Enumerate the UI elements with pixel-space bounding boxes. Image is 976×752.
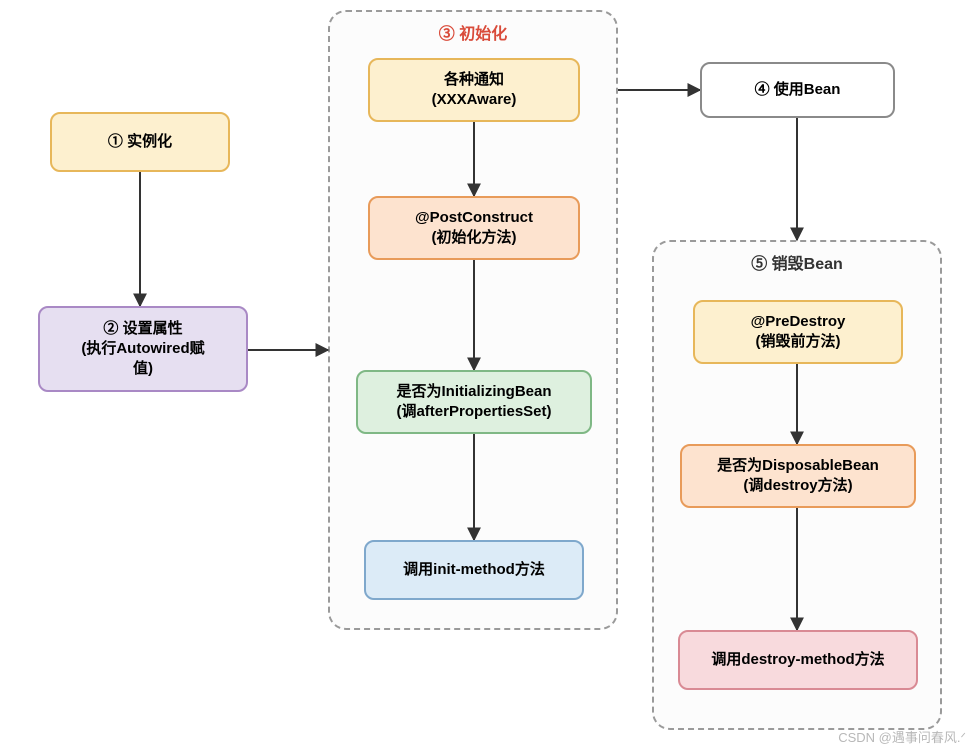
group-destroy-title: ⑤ 销毁Bean [654,250,940,274]
watermark: CSDN @遇事问春风.ᐟ [838,727,966,746]
node-label: (调afterPropertiesSet) [396,402,551,422]
node-label: 调用destroy-method方法 [711,650,884,670]
node-destroy-method: 调用destroy-method方法 [678,630,918,690]
node-postconstruct: @PostConstruct (初始化方法) [368,196,580,260]
node-label: 是否为DisposableBean [717,456,879,476]
node-predestroy: @PreDestroy (销毁前方法) [693,300,903,364]
group-destroy-title-text: 销毁Bean [772,256,843,273]
node-set-properties: ② 设置属性 (执行Autowired赋 值) [38,306,248,392]
node-initializingbean: 是否为InitializingBean (调afterPropertiesSet… [356,370,592,434]
node-use-bean: ④ 使用Bean [700,62,895,118]
group-init-title: ③ 初始化 [330,20,616,44]
node-label: (执行Autowired赋 [81,339,204,359]
node-disposablebean: 是否为DisposableBean (调destroy方法) [680,444,916,508]
node-label: 各种通知 [444,70,504,90]
group-init-title-text: 初始化 [459,26,507,43]
node-label: @PostConstruct [415,208,533,228]
node-label: @PreDestroy [751,312,846,332]
node-init-method: 调用init-method方法 [364,540,584,600]
node-label: (XXXAware) [432,90,517,110]
node-instantiate: ① 实例化 [50,112,230,172]
node-label: (调destroy方法) [743,476,852,496]
group-init-title-num: ③ [439,26,459,43]
node-label: ① 实例化 [108,132,172,152]
node-aware: 各种通知 (XXXAware) [368,58,580,122]
node-label: 值) [133,359,153,379]
group-destroy-title-num: ⑤ [751,256,771,273]
node-label: ② 设置属性 [103,319,182,339]
node-label: (销毁前方法) [756,332,841,352]
node-label: (初始化方法) [432,228,517,248]
node-label: 是否为InitializingBean [396,382,551,402]
node-label: ④ 使用Bean [755,80,841,100]
node-label: 调用init-method方法 [403,560,545,580]
